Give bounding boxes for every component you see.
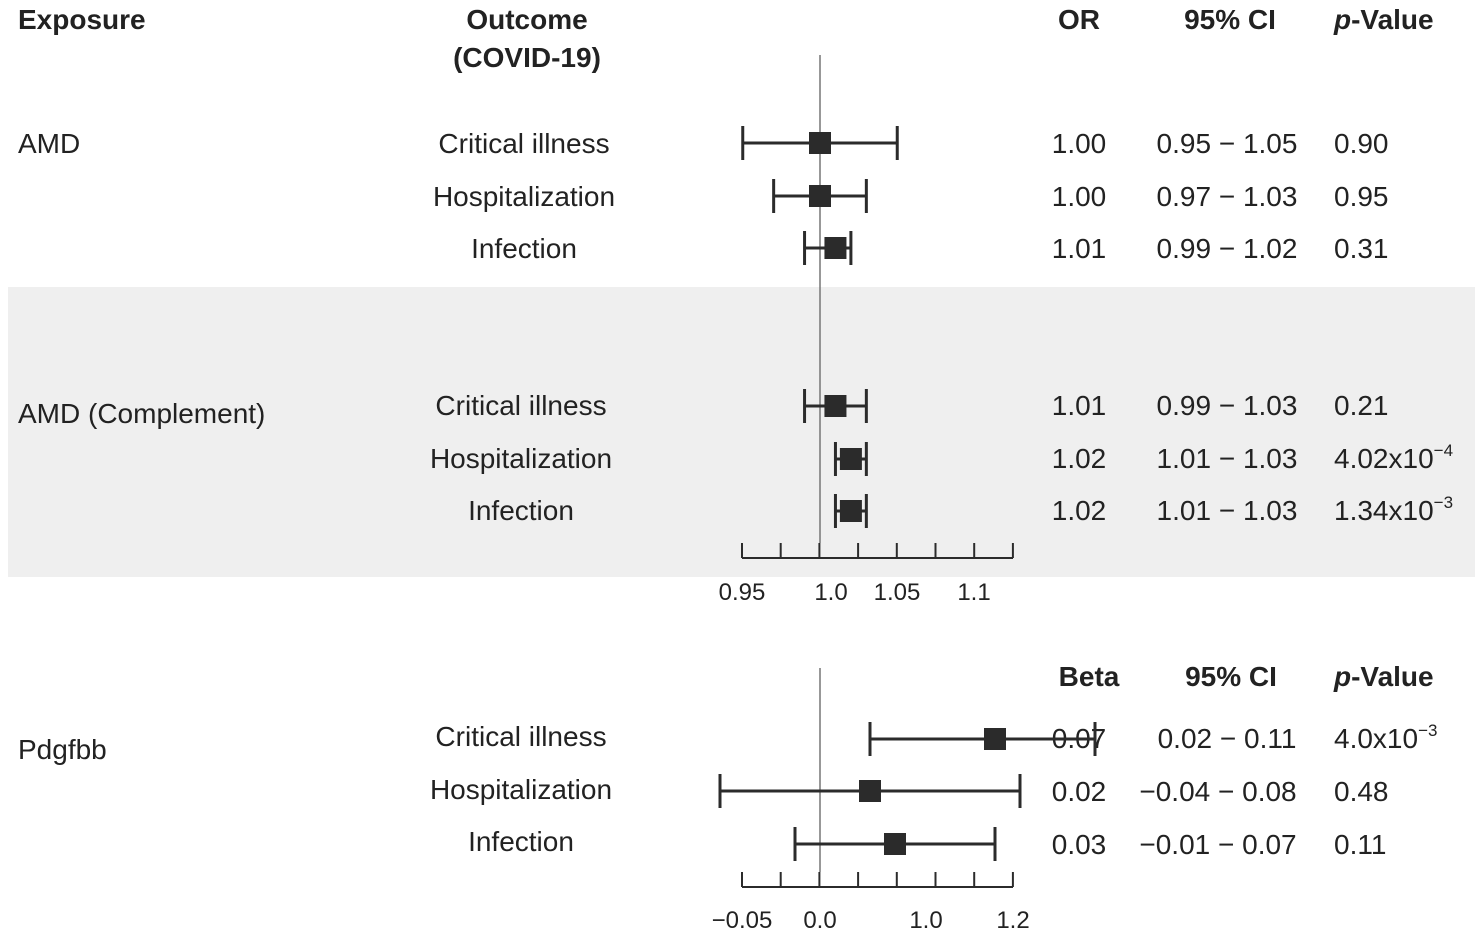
point-estimate bbox=[824, 395, 847, 417]
outcome-label: Hospitalization bbox=[429, 774, 613, 805]
axis-tick-label: 1.05 bbox=[873, 579, 921, 606]
p-value: 0.31 bbox=[1334, 233, 1389, 265]
p-value-text: 0.21 bbox=[1334, 390, 1389, 421]
axis-tick-label: 1.1 bbox=[957, 579, 991, 606]
p-value-text: 1.34x10 bbox=[1334, 495, 1434, 526]
shaded-group-band bbox=[8, 287, 1475, 577]
outcome-label: Infection bbox=[471, 233, 577, 264]
or-value: 1.02 bbox=[1051, 443, 1107, 474]
point-estimate bbox=[884, 833, 906, 855]
header-p-italic: p bbox=[1334, 4, 1352, 35]
outcome-label: Critical illness bbox=[435, 721, 607, 752]
ci-value: 0.97 − 1.03 bbox=[1156, 181, 1298, 212]
point-estimate bbox=[809, 185, 831, 207]
or-value: 1.00 bbox=[1051, 128, 1107, 159]
p-value: 4.0x10−3 bbox=[1334, 721, 1438, 755]
point-estimate bbox=[839, 448, 862, 470]
p-value: 0.21 bbox=[1334, 390, 1389, 422]
header-p2-rest: -Value bbox=[1351, 661, 1434, 692]
p-value-exponent: −3 bbox=[1433, 493, 1454, 512]
exposure-label: Pdgfbb bbox=[18, 734, 107, 765]
header-p-value: p-Value bbox=[1334, 4, 1434, 36]
p-value-text: 0.48 bbox=[1334, 776, 1389, 807]
outcome-label: Hospitalization bbox=[429, 443, 613, 474]
p-value-text: 0.90 bbox=[1334, 128, 1389, 159]
header-beta: Beta bbox=[1058, 661, 1120, 692]
point-estimate bbox=[839, 500, 862, 522]
exposure-label: AMD bbox=[18, 128, 81, 159]
outcome-label: Infection bbox=[468, 495, 574, 526]
or-value: 1.02 bbox=[1051, 495, 1107, 526]
point-estimate bbox=[824, 237, 847, 259]
point-estimate bbox=[809, 132, 831, 154]
outcome-label: Hospitalization bbox=[432, 181, 616, 212]
axis-tick-label: 0.95 bbox=[718, 579, 766, 606]
outcome-label: Critical illness bbox=[438, 128, 610, 159]
header-outcome-line2: (COVID-19) bbox=[453, 42, 601, 73]
outcome-label: Critical illness bbox=[435, 390, 607, 421]
p-value: 1.34x10−3 bbox=[1334, 493, 1454, 527]
p-value: 0.90 bbox=[1334, 128, 1389, 160]
outcome-label: Infection bbox=[468, 826, 574, 857]
axis-tick-label: 1.0 bbox=[814, 579, 848, 606]
ci-value: 1.01 − 1.03 bbox=[1156, 443, 1298, 474]
p-value-text: 0.95 bbox=[1334, 181, 1389, 212]
p-value: 0.48 bbox=[1334, 776, 1389, 808]
p-value-text: 0.31 bbox=[1334, 233, 1389, 264]
p-value-text: 0.11 bbox=[1334, 829, 1387, 860]
p-value-exponent: −4 bbox=[1433, 441, 1454, 460]
ci-value: 1.01 − 1.03 bbox=[1156, 495, 1298, 526]
ci-value: 0.02 − 0.11 bbox=[1157, 723, 1297, 754]
p-value: 0.95 bbox=[1334, 181, 1389, 213]
header-ci-beta: 95% CI bbox=[1185, 661, 1277, 692]
axis-tick-label: 1.2 bbox=[996, 907, 1030, 934]
or-value: 1.01 bbox=[1051, 233, 1107, 264]
axis-tick-label: 0.0 bbox=[803, 907, 837, 934]
ci-value: −0.01 − 0.07 bbox=[1139, 829, 1297, 860]
axis-tick-label: 1.0 bbox=[909, 907, 943, 934]
header-ci: 95% CI bbox=[1184, 4, 1276, 35]
header-exposure: Exposure bbox=[18, 4, 146, 35]
header-or: OR bbox=[1058, 4, 1100, 35]
p-value-text: 4.0x10 bbox=[1334, 723, 1419, 754]
ci-value: −0.04 − 0.08 bbox=[1139, 776, 1297, 807]
header-outcome-line1: Outcome bbox=[466, 4, 588, 35]
beta-value: 0.03 bbox=[1051, 829, 1107, 860]
ci-value: 0.99 − 1.03 bbox=[1156, 390, 1298, 421]
ci-value: 0.99 − 1.02 bbox=[1156, 233, 1298, 264]
header-p2-italic: p bbox=[1334, 661, 1352, 692]
p-value: 4.02x10−4 bbox=[1334, 441, 1454, 475]
point-estimate bbox=[984, 728, 1006, 750]
ci-value: 0.95 − 1.05 bbox=[1156, 128, 1298, 159]
axis-tick-label: −0.05 bbox=[711, 907, 773, 934]
or-value: 1.01 bbox=[1051, 390, 1107, 421]
point-estimate bbox=[859, 780, 881, 802]
p-value-exponent: −3 bbox=[1418, 721, 1438, 740]
p-value-text: 4.02x10 bbox=[1334, 443, 1434, 474]
header-p-rest: -Value bbox=[1351, 4, 1434, 35]
exposure-label: AMD (Complement) bbox=[18, 398, 266, 429]
beta-value: 0.02 bbox=[1051, 776, 1107, 807]
or-value: 1.00 bbox=[1051, 181, 1107, 212]
p-value: 0.11 bbox=[1334, 829, 1386, 861]
header-p-value-beta: p-Value bbox=[1334, 661, 1434, 693]
